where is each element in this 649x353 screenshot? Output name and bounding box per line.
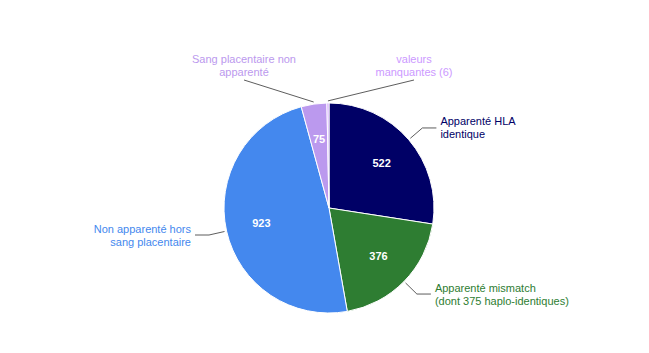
svg-text:376: 376 bbox=[369, 250, 387, 262]
svg-text:Apparenté HLAidentique: Apparenté HLAidentique bbox=[440, 115, 516, 140]
svg-text:Sang placentaire nonapparenté: Sang placentaire nonapparenté bbox=[192, 53, 296, 78]
svg-text:Non apparenté horssang placent: Non apparenté horssang placentaire bbox=[94, 223, 192, 248]
svg-text:Apparenté mismatch(dont 375 ha: Apparenté mismatch(dont 375 haplo-identi… bbox=[435, 282, 569, 307]
svg-text:923: 923 bbox=[252, 217, 270, 229]
svg-text:valeursmanquantes (6): valeursmanquantes (6) bbox=[375, 53, 452, 78]
svg-text:522: 522 bbox=[372, 157, 390, 169]
svg-text:75: 75 bbox=[313, 133, 325, 145]
